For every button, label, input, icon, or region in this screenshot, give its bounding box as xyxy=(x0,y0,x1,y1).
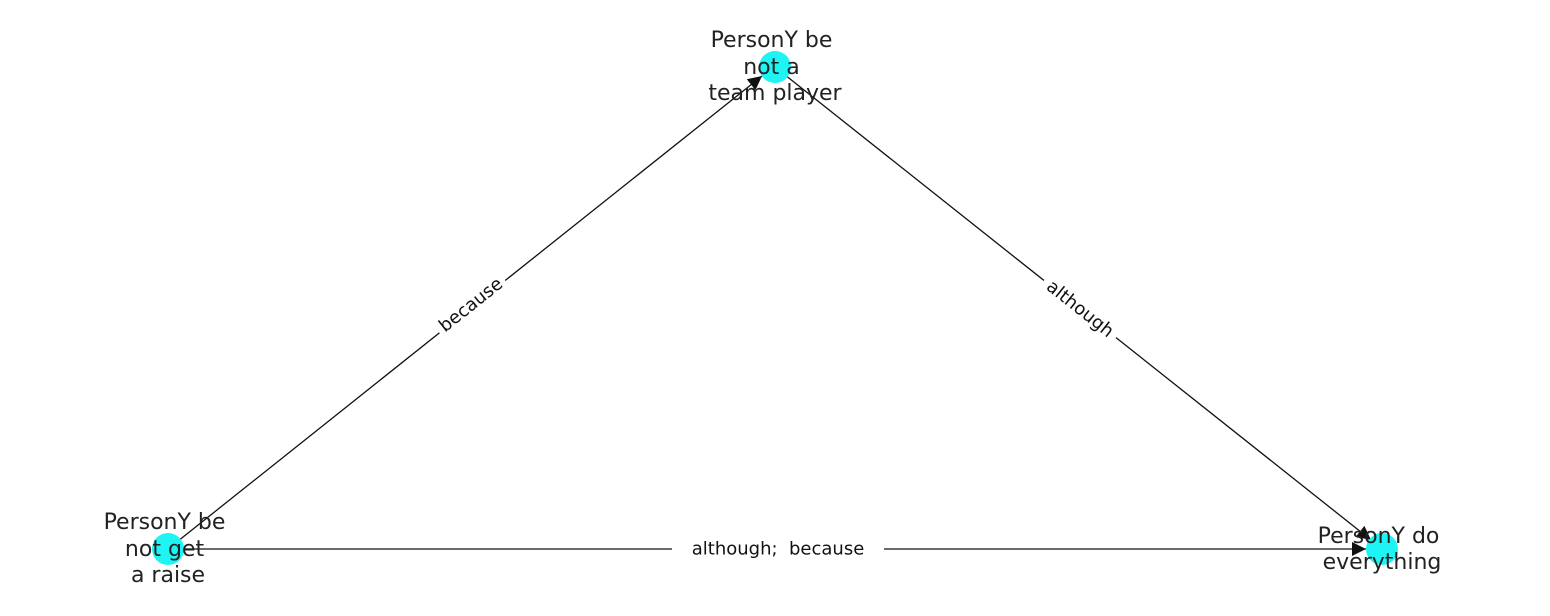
edge-label-although: although xyxy=(1035,270,1125,348)
node-labels: PersonY be not a team player PersonY be … xyxy=(104,28,1447,588)
node-not-get-raise-circle[interactable] xyxy=(152,533,184,565)
edge-labels: because although although; because xyxy=(430,268,1125,562)
node-not-team-player-circle[interactable] xyxy=(759,51,791,83)
edges xyxy=(167,66,1372,556)
node-not-get-raise-label: PersonY be not get a raise xyxy=(104,510,233,588)
node-do-everything-circle[interactable] xyxy=(1366,533,1398,565)
edge-label-although-text: although xyxy=(1042,276,1118,342)
node-do-everything-label: PersonY do everything xyxy=(1318,524,1447,575)
nodes xyxy=(152,51,1398,565)
node-not-team-player-label: PersonY be not a team player xyxy=(708,28,842,106)
edge-label-because-text: because xyxy=(435,273,507,336)
edge-label-because: because xyxy=(430,268,512,342)
edge-label-although-because-text: although; because xyxy=(692,539,865,560)
edge-label-although-because: although; because xyxy=(672,536,884,562)
